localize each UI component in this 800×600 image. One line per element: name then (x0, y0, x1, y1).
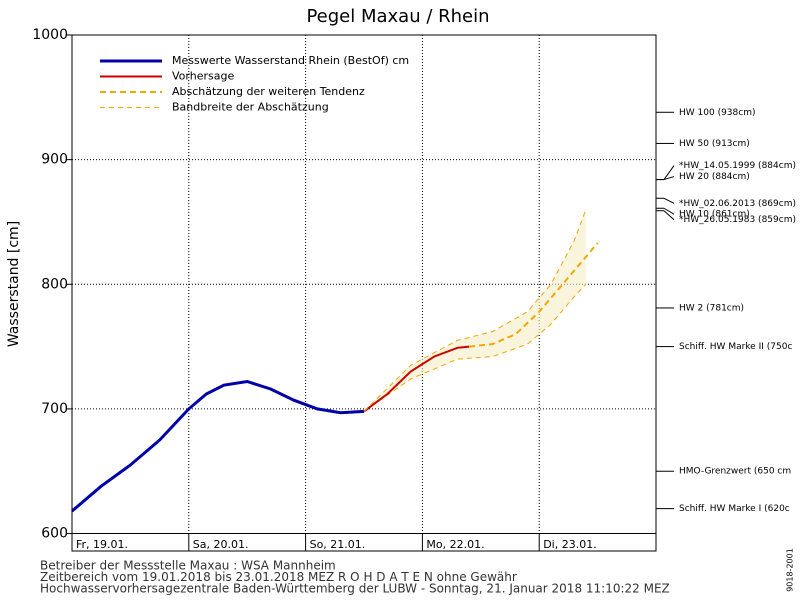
y-tick-label: 1000 (32, 27, 68, 43)
x-tick-label: Sa, 20.01. (193, 538, 249, 551)
annotation-leader (663, 197, 675, 204)
x-tick-label: Fr, 19.01. (76, 538, 128, 551)
series-line (363, 345, 470, 413)
annotation-label: *HW_26.05.1983 (859cm) (679, 215, 796, 225)
annotation-label: *HW_02.06.2013 (869cm) (679, 199, 796, 209)
annotation-label: HW 2 (781cm) (679, 303, 744, 313)
x-tick-label: Di, 23.01. (543, 538, 597, 551)
annotation-leader (663, 210, 675, 221)
series-line (468, 242, 599, 348)
annotation-label: *HW_14.05.1999 (884cm) (679, 161, 796, 171)
y-tick-label: 700 (41, 401, 68, 417)
x-tick-label: Mo, 22.01. (426, 538, 484, 551)
series-line (71, 379, 365, 513)
series-line (363, 209, 587, 412)
legend-label: Abschätzung der weiteren Tendenz (172, 85, 365, 98)
footer-text: Hochwasservorhersagezentrale Baden-Württ… (40, 582, 670, 596)
annotation-label: Schiff. HW Marke II (750c (679, 342, 792, 352)
y-axis-label: Wasserstand [cm] (6, 221, 22, 347)
chart-title: Pegel Maxau / Rhein (306, 6, 489, 27)
annotation-leader (663, 165, 675, 180)
y-tick-label: 800 (41, 276, 68, 292)
legend-label: Bandbreite der Abschätzung (172, 101, 329, 114)
legend-label: Vorhersage (172, 70, 234, 83)
band-lower (363, 283, 587, 412)
band-fill (364, 209, 586, 412)
annotation-leader (663, 176, 675, 181)
side-text: 9018-2001 (786, 548, 795, 592)
annotation-label: HW 100 (938cm) (679, 108, 755, 118)
annotation-label: HW 10 (861cm) (679, 210, 750, 220)
annotation-label: HMO-Grenzwert (650 cm (679, 467, 791, 477)
annotation-leader (663, 207, 675, 215)
x-tick-label: So, 21.01. (310, 538, 366, 551)
footer-text: Zeitbereich vom 19.01.2018 bis 23.01.201… (40, 570, 517, 584)
y-tick-label: 600 (41, 526, 68, 542)
annotation-label: HW 50 (913cm) (679, 139, 750, 149)
annotation-label: HW 20 (884cm) (679, 172, 750, 182)
legend-label: Messwerte Wasserstand Rhein (BestOf) cm (172, 54, 409, 67)
plot-frame (71, 34, 657, 552)
footer-text: Betreiber der Messstelle Maxau : WSA Man… (40, 559, 336, 573)
annotation-label: Schiff. HW Marke I (620c (679, 504, 790, 514)
y-tick-label: 900 (41, 152, 68, 168)
